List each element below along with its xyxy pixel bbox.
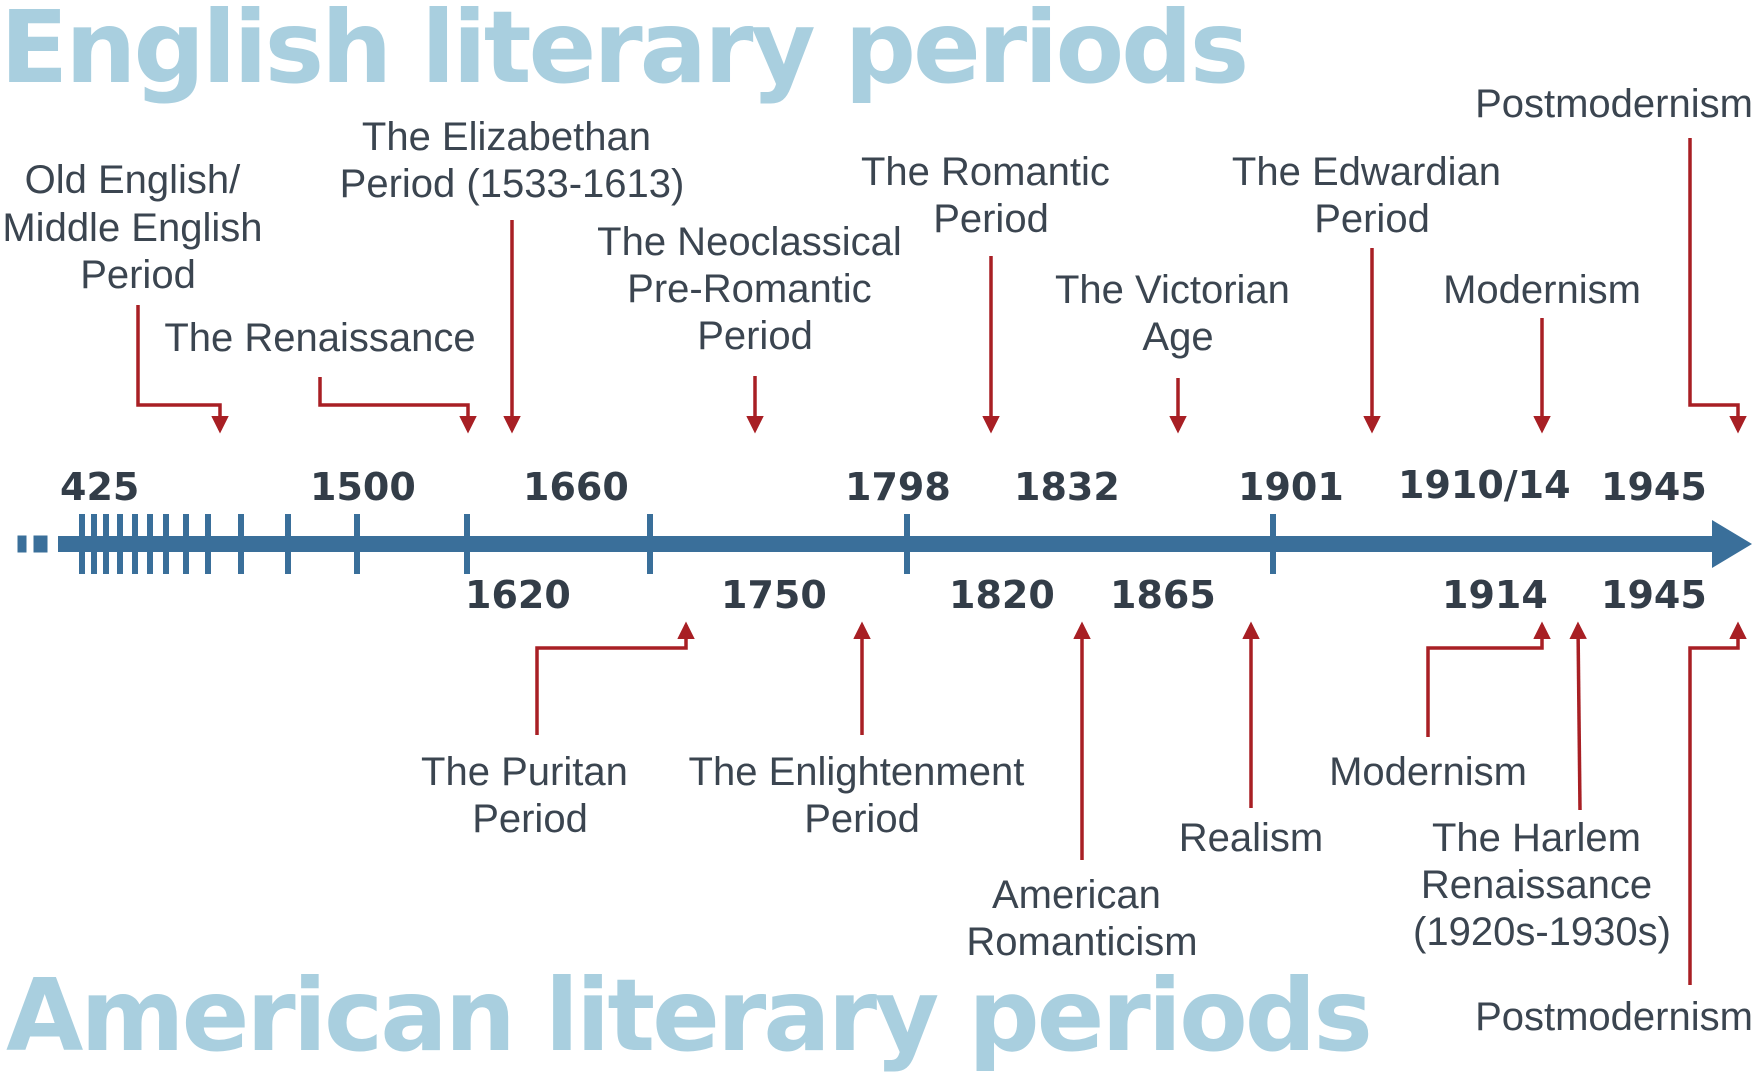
- period-elizabethan: The Elizabethan Period (1533-1613): [340, 115, 685, 206]
- period-edwardian: The Edwardian Period: [1232, 150, 1512, 241]
- axis-tick: [163, 514, 169, 574]
- axis-tick: [79, 514, 85, 574]
- axis-tick: [103, 514, 109, 574]
- american-years: 1620 1750 1820 1865 1914 1945: [465, 573, 1707, 617]
- axis-tick: [91, 514, 97, 574]
- year-1901: 1901: [1238, 465, 1344, 509]
- year-1660: 1660: [523, 465, 629, 509]
- axis-tick: [183, 514, 189, 574]
- axis-tick: [354, 514, 360, 574]
- year-1820: 1820: [949, 573, 1055, 617]
- period-neoclassical: The Neoclassical Pre-Romantic Period: [597, 220, 913, 358]
- period-victorian: The Victorian Age: [1055, 268, 1301, 359]
- period-harlem-renaissance: The Harlem Renaissance (1920s-1930s): [1413, 816, 1671, 954]
- year-1945-english: 1945: [1601, 465, 1707, 509]
- arrow-modernism-american: [1426, 621, 1551, 737]
- english-period-labels: Old English/ Middle English Period The R…: [2, 82, 1753, 360]
- year-1865: 1865: [1110, 573, 1216, 617]
- period-enlightenment: The Enlightenment Period: [689, 750, 1036, 841]
- american-period-labels: The Puritan Period The Enlightenment Per…: [421, 750, 1753, 1039]
- year-1620: 1620: [465, 573, 571, 617]
- year-1910-14: 1910/14: [1398, 463, 1571, 507]
- axis-arrowhead: [1712, 520, 1752, 568]
- period-postmodernism-english: Postmodernism: [1475, 82, 1753, 126]
- period-modernism-american: Modernism: [1329, 750, 1527, 794]
- axis-dash-1: [17, 535, 27, 553]
- axis-line: [58, 536, 1718, 552]
- axis-tick: [117, 514, 123, 574]
- english-periods-title: English literary periods: [0, 0, 1246, 106]
- year-1500: 1500: [310, 465, 416, 509]
- arrow-postmodernism-american: [1688, 621, 1747, 985]
- year-1750: 1750: [721, 573, 827, 617]
- axis-tick: [464, 514, 470, 574]
- arrow-old-english: [136, 305, 229, 434]
- axis-tick: [1270, 514, 1276, 574]
- arrow-postmodernism-english: [1688, 138, 1747, 434]
- period-realism: Realism: [1179, 816, 1323, 860]
- axis-tick: [205, 514, 211, 574]
- axis-dash-2: [33, 535, 48, 553]
- year-1914: 1914: [1442, 573, 1548, 617]
- arrow-puritan: [535, 621, 695, 735]
- period-renaissance: The Renaissance: [164, 316, 475, 360]
- axis-tick: [904, 514, 910, 574]
- axis-ticks: [79, 514, 1276, 574]
- american-arrows: [535, 621, 1747, 985]
- period-american-romanticism: American Romanticism: [966, 873, 1197, 964]
- year-1832: 1832: [1014, 465, 1120, 509]
- axis-tick: [647, 514, 653, 574]
- english-years: 425 1500 1660 1798 1832 1901 1910/14 194…: [60, 463, 1707, 509]
- year-425: 425: [60, 465, 139, 509]
- period-old-middle-english: Old English/ Middle English Period: [2, 158, 273, 297]
- period-modernism-english: Modernism: [1443, 268, 1641, 312]
- english-arrows: [136, 138, 1747, 434]
- axis-tick: [132, 514, 138, 574]
- arrow-renaissance: [318, 377, 477, 434]
- period-romantic: The Romantic Period: [861, 150, 1121, 241]
- period-postmodernism-american: Postmodernism: [1475, 995, 1753, 1039]
- year-1945-american: 1945: [1601, 573, 1707, 617]
- american-periods-title: American literary periods: [6, 957, 1370, 1074]
- axis-tick: [238, 514, 244, 574]
- axis-tick: [285, 514, 291, 574]
- axis-tick: [147, 514, 153, 574]
- period-puritan: The Puritan Period: [421, 750, 639, 841]
- arrow-harlem-renaissance: [1569, 621, 1587, 811]
- timeline-axis: [17, 514, 1752, 574]
- year-1798: 1798: [845, 465, 951, 509]
